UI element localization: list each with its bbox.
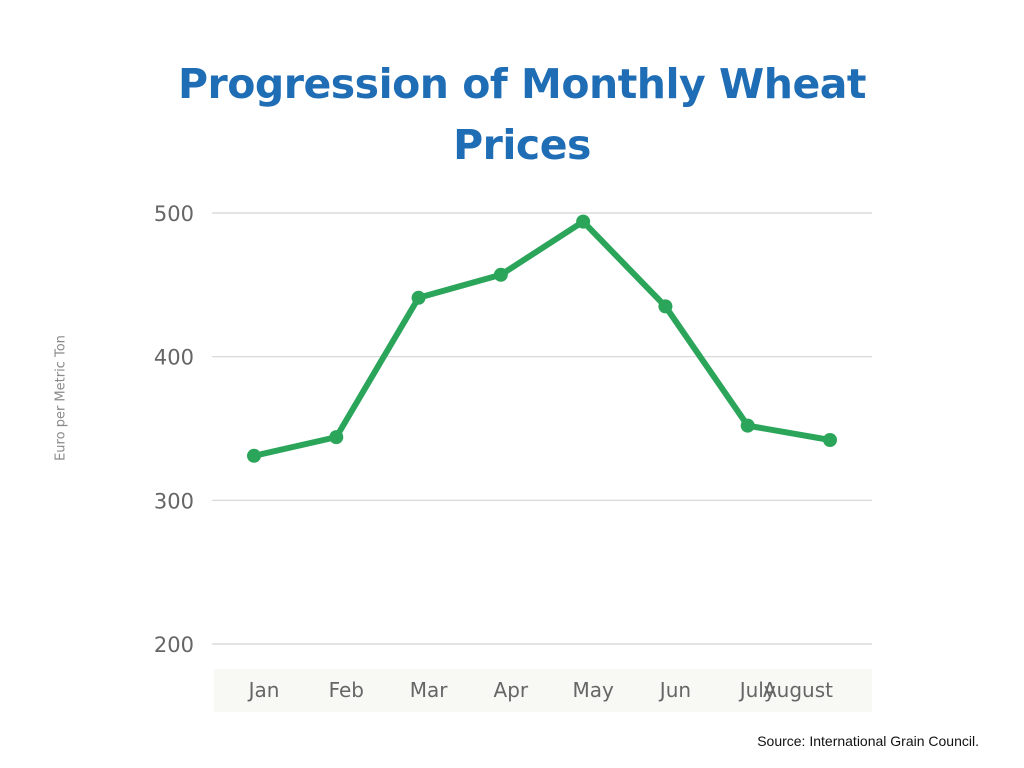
data-point-may <box>576 214 591 229</box>
x-tick-label: July <box>738 678 776 702</box>
x-tick-label: Mar <box>410 678 449 702</box>
data-point-jun <box>658 299 673 314</box>
data-point-apr <box>493 267 508 282</box>
data-point-august <box>823 432 837 447</box>
x-tick-label: Feb <box>329 678 364 702</box>
y-tick-label: 200 <box>154 633 194 657</box>
data-point-feb <box>329 430 344 445</box>
chart-title: Progression of Monthly Wheat Prices <box>177 60 867 169</box>
x-tick-label: Apr <box>494 678 529 702</box>
y-tick-labels: 200 300 400 500 <box>154 202 194 657</box>
x-tick-label: Jun <box>658 678 691 702</box>
data-point-mar <box>411 290 426 305</box>
series-line <box>251 218 833 459</box>
source-note: Source: International Grain Council. <box>757 733 979 749</box>
x-axis-band <box>214 669 872 712</box>
x-tick-label: May <box>572 678 614 702</box>
y-tick-label: 500 <box>154 202 194 226</box>
data-points <box>247 214 837 463</box>
x-tick-label: August <box>763 678 833 702</box>
x-tick-label: Jan <box>247 678 280 702</box>
y-tick-label: 300 <box>154 489 194 513</box>
y-tick-label: 400 <box>154 346 194 370</box>
data-point-july <box>740 418 755 433</box>
data-point-jan <box>247 448 261 463</box>
gridlines <box>212 212 872 645</box>
